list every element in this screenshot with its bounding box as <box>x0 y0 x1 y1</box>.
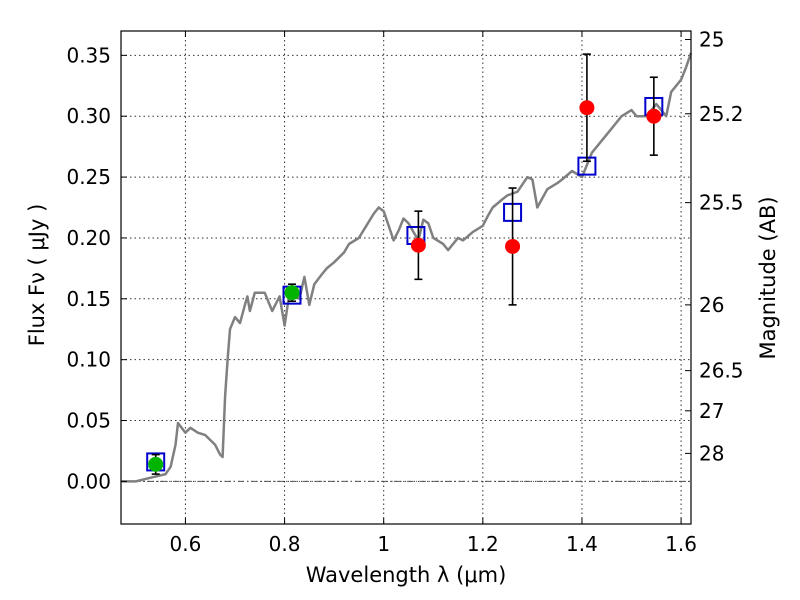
y-tick-label: 0.00 <box>66 469 111 493</box>
x-tick-label: 1 <box>377 532 390 556</box>
magnitude-tick-label: 26 <box>699 293 724 317</box>
magnitude-tick-label: 26.5 <box>699 359 744 383</box>
x-tick-label: 1.6 <box>665 532 697 556</box>
axis-ticks <box>121 31 691 524</box>
magnitude-axis-title: Magnitude (AB) <box>756 196 780 359</box>
y-axis-title: Flux Fν ( μJy ) <box>25 204 49 347</box>
y-tick-label: 0.05 <box>66 409 111 433</box>
y-tick-label: 0.20 <box>66 226 111 250</box>
plot-frame <box>120 30 692 525</box>
magnitude-tick-label: 27 <box>699 399 724 423</box>
detection-point <box>505 238 521 254</box>
magnitude-tick-labels: 25 25.2 25.5 26 26.5 27 28 <box>699 28 744 466</box>
detection-point <box>284 285 300 301</box>
detection-points <box>148 100 662 472</box>
x-axis-title: Wavelength λ (μm) <box>306 563 507 587</box>
sed-model-curve <box>121 52 693 483</box>
magnitude-tick-label: 28 <box>699 441 724 465</box>
grid-lines <box>121 31 691 524</box>
detection-point <box>148 456 164 472</box>
y-tick-label: 0.35 <box>66 43 111 67</box>
y-tick-labels: 0.00 0.05 0.10 0.15 0.20 0.25 0.30 0.35 <box>66 43 111 493</box>
x-tick-label: 1.2 <box>467 532 499 556</box>
x-tick-label: 0.6 <box>170 532 202 556</box>
y-tick-label: 0.25 <box>66 165 111 189</box>
sed-model-line <box>121 52 693 483</box>
detection-point <box>579 100 595 116</box>
magnitude-tick-label: 25.5 <box>699 191 744 215</box>
detection-point <box>410 237 426 253</box>
x-tick-label: 0.8 <box>269 532 301 556</box>
magnitude-tick-label: 25.2 <box>699 102 744 126</box>
y-tick-label: 0.30 <box>66 104 111 128</box>
y-tick-label: 0.15 <box>66 287 111 311</box>
y-tick-label: 0.10 <box>66 348 111 372</box>
magnitude-tick-label: 25 <box>699 28 724 52</box>
detection-point <box>646 108 662 124</box>
x-tick-label: 1.4 <box>566 532 598 556</box>
x-tick-labels: 0.6 0.8 1 1.2 1.4 1.6 <box>170 532 697 556</box>
